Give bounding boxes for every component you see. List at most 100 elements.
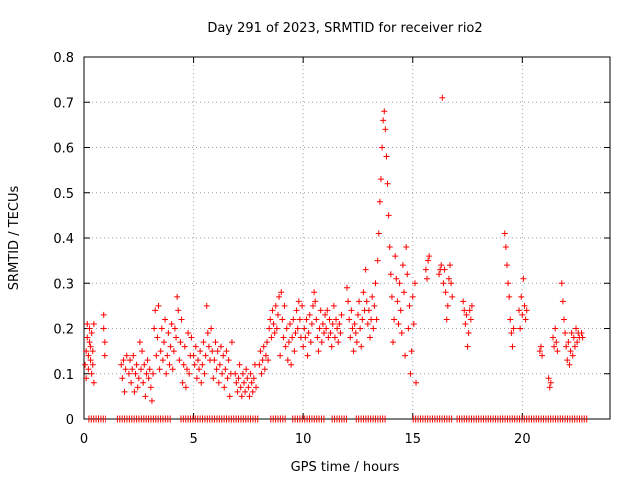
data-point [199, 361, 206, 368]
data-point [83, 348, 90, 355]
data-point [372, 280, 379, 287]
data-point [462, 320, 469, 327]
data-point [391, 316, 398, 323]
data-point [565, 339, 572, 346]
data-point [283, 325, 290, 332]
data-point [284, 357, 291, 364]
data-point [167, 343, 174, 350]
data-point [247, 370, 254, 377]
data-point [296, 316, 303, 323]
data-point [134, 384, 141, 391]
data-point [248, 379, 255, 386]
data-point [460, 298, 467, 305]
data-point [84, 320, 91, 327]
data-point [559, 298, 566, 305]
x-tick-label: 15 [404, 432, 421, 447]
data-point [353, 339, 360, 346]
data-point [242, 388, 249, 395]
data-point [537, 343, 544, 350]
data-point [413, 379, 420, 386]
data-point [560, 316, 567, 323]
data-point [260, 343, 267, 350]
data-point [280, 334, 287, 341]
data-point [569, 352, 576, 359]
data-point [178, 316, 185, 323]
data-point [86, 325, 93, 332]
data-point [395, 320, 402, 327]
data-point [403, 244, 410, 251]
data-point [517, 325, 524, 332]
data-point [570, 334, 577, 341]
data-point [505, 280, 512, 287]
data-point [400, 289, 407, 296]
data-point [302, 334, 309, 341]
chart-title: Day 291 of 2023, SRMTID for receiver rio… [207, 21, 482, 36]
data-point [293, 307, 300, 314]
data-point [346, 316, 353, 323]
data-point [313, 316, 320, 323]
data-point [367, 334, 374, 341]
data-point [266, 325, 273, 332]
data-point [394, 298, 401, 305]
data-point [282, 343, 289, 350]
data-point [385, 212, 392, 219]
data-point [388, 293, 395, 300]
data-point [318, 339, 325, 346]
data-point [269, 307, 276, 314]
data-point [143, 370, 150, 377]
data-point [466, 307, 473, 314]
data-point [249, 388, 256, 395]
data-point [141, 361, 148, 368]
data-point [463, 311, 470, 318]
data-point [404, 271, 411, 278]
data-point [257, 348, 264, 355]
data-point [214, 348, 221, 355]
data-point [338, 311, 345, 318]
data-point [392, 253, 399, 260]
y-tick-label: 0.7 [53, 96, 74, 111]
data-point [290, 316, 297, 323]
data-point [362, 266, 369, 273]
data-point [213, 366, 220, 373]
data-point [118, 361, 125, 368]
data-point [162, 316, 169, 323]
data-point [90, 379, 97, 386]
data-point [326, 316, 333, 323]
data-point [228, 339, 235, 346]
data-point [516, 307, 523, 314]
data-point [546, 384, 553, 391]
data-point [364, 320, 371, 327]
data-point [308, 320, 315, 327]
data-point [88, 330, 95, 337]
data-point [256, 361, 263, 368]
data-point [351, 320, 358, 327]
data-point [156, 366, 163, 373]
data-point [171, 325, 178, 332]
data-point [319, 320, 326, 327]
data-point [311, 289, 318, 296]
data-point [387, 271, 394, 278]
data-point [356, 298, 363, 305]
data-point [363, 298, 370, 305]
data-point [132, 370, 139, 377]
data-point [253, 384, 260, 391]
data-point [312, 298, 319, 305]
data-point [345, 298, 352, 305]
data-point [317, 307, 324, 314]
data-point [558, 280, 565, 287]
data-point [122, 366, 129, 373]
data-point [375, 230, 382, 237]
data-point [501, 230, 508, 237]
data-point [243, 366, 250, 373]
data-point [170, 348, 177, 355]
data-point [295, 298, 302, 305]
data-point [449, 293, 456, 300]
data-point [204, 330, 211, 337]
data-point [423, 275, 430, 282]
data-point [83, 375, 90, 382]
data-point [139, 348, 146, 355]
data-point [236, 361, 243, 368]
data-point [215, 379, 222, 386]
data-point [306, 311, 313, 318]
data-point [137, 366, 144, 373]
